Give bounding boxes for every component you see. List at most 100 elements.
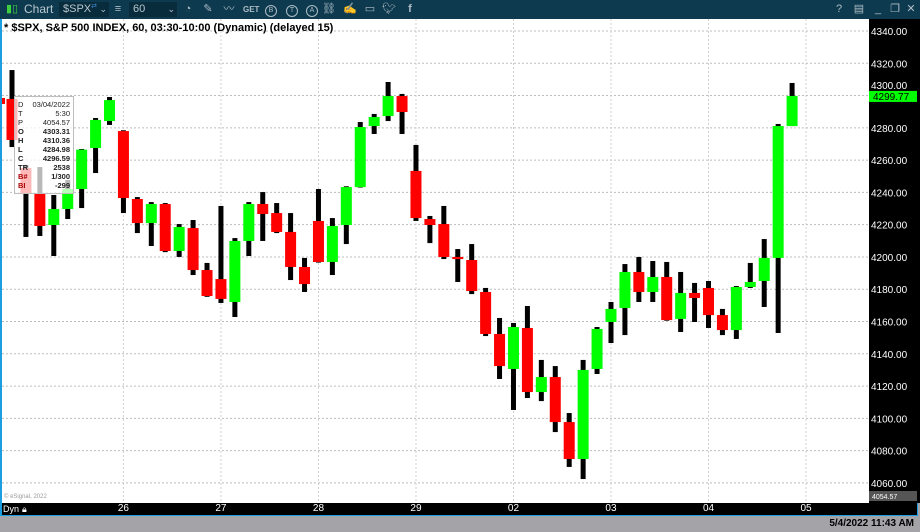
- data-window-row: C 4296.59: [18, 154, 70, 163]
- candle: [758, 239, 770, 307]
- window-icon[interactable]: ▤: [853, 3, 865, 15]
- candle: [396, 93, 408, 134]
- link-chain-icon[interactable]: ⛓: [322, 3, 336, 15]
- candle-body: [312, 220, 324, 262]
- b-circle-icon[interactable]: B: [263, 2, 279, 17]
- price-tick-label: 4180.00: [871, 285, 908, 296]
- get-icon[interactable]: GET: [243, 5, 260, 14]
- interval-value: 60: [133, 3, 146, 15]
- candle: [591, 327, 603, 374]
- candle: [34, 167, 46, 236]
- candle-body: [577, 369, 589, 460]
- time-axis[interactable]: Dyn 🔒︎ 26 27 28 29 02 03 04 05: [2, 503, 917, 515]
- price-tick-label: 4120.00: [871, 382, 908, 393]
- data-window-row: BI -299: [18, 181, 70, 190]
- lock-icon[interactable]: 🔒︎: [22, 504, 27, 514]
- symbol-input[interactable]: $SPX ⇄ ⌄: [59, 2, 109, 17]
- data-window-key: C: [18, 154, 24, 163]
- candle: [549, 366, 561, 433]
- candle: [661, 261, 673, 321]
- candle-body: [521, 327, 533, 393]
- t-label: T: [286, 5, 298, 17]
- candle-wick: [399, 93, 405, 134]
- candle-body: [34, 194, 46, 226]
- last-price-marker: [869, 90, 917, 102]
- data-window: D 03/04/2022 T 5:30 P 4054.57 O 4303.31 H 4310.36…: [14, 96, 74, 194]
- candle-wick: [692, 282, 698, 323]
- candle: [257, 192, 269, 241]
- link-icon[interactable]: ⇄: [91, 3, 97, 10]
- data-window-key: BI: [18, 181, 26, 190]
- clock-icon[interactable]: ◔: [184, 3, 192, 15]
- wave-icon[interactable]: 〰: [223, 3, 235, 15]
- facebook-icon[interactable]: f: [408, 3, 412, 15]
- candle-body: [187, 228, 199, 271]
- price-tick-label: 4060.00: [871, 479, 908, 490]
- candle-body: [661, 276, 673, 321]
- candle: [145, 202, 157, 246]
- close-icon[interactable]: ✕: [906, 3, 916, 15]
- edit-note-icon[interactable]: ✍: [343, 3, 357, 15]
- candle-wick: [148, 202, 154, 246]
- data-window-value: 4054.57: [42, 118, 70, 127]
- candle: [438, 205, 450, 260]
- candle-body: [90, 119, 102, 149]
- candle: [229, 238, 241, 318]
- candle: [605, 301, 617, 343]
- candle: [187, 219, 199, 276]
- candle-body: [410, 170, 422, 219]
- candle-wick: [427, 215, 433, 244]
- candle-body: [466, 260, 478, 292]
- candle: [744, 262, 756, 288]
- candle-body: [619, 271, 631, 308]
- candle: [285, 213, 297, 281]
- candle: [76, 148, 88, 209]
- candle-body: [6, 98, 18, 140]
- data-window-value: 1/300: [51, 172, 70, 181]
- chevron-down-icon[interactable]: ⌄: [167, 4, 175, 14]
- candle-body: [689, 292, 701, 298]
- candle: [6, 70, 18, 148]
- data-window-key: TR: [18, 163, 28, 172]
- menu-icon[interactable]: ≡: [114, 3, 122, 15]
- candle-wick: [455, 249, 461, 282]
- interval-input[interactable]: 60 ⌄: [129, 2, 177, 17]
- candle: [507, 322, 519, 410]
- price-tick-label: 4340.00: [871, 27, 908, 38]
- candle-body: [452, 256, 464, 260]
- twitter-icon[interactable]: 🐦︎: [382, 3, 396, 15]
- candle-body: [382, 96, 394, 117]
- candle-body: [131, 199, 143, 224]
- comment-icon[interactable]: ▭: [364, 3, 376, 15]
- candle-body: [605, 308, 617, 323]
- help-icon[interactable]: ?: [835, 3, 843, 15]
- candle: [772, 123, 784, 333]
- price-tick-label: 4200.00: [871, 253, 908, 264]
- dyn-label: Dyn: [3, 504, 20, 514]
- candle-body: [730, 286, 742, 331]
- candle-body: [396, 96, 408, 113]
- data-window-key: O: [18, 127, 24, 136]
- t-circle-icon[interactable]: T: [284, 2, 300, 17]
- candle-body: [104, 100, 116, 122]
- candle: [675, 271, 687, 333]
- pencil-icon[interactable]: ✎: [203, 3, 213, 15]
- price-tick-label: 4240.00: [871, 188, 908, 199]
- a-circle-icon[interactable]: A: [304, 2, 320, 17]
- data-window-value: 4310.36: [42, 136, 70, 145]
- chevron-down-icon[interactable]: ⌄: [99, 4, 107, 14]
- minimize-icon[interactable]: _: [874, 3, 882, 15]
- status-datetime: 5/4/2022 11:43 AM: [829, 518, 914, 529]
- restore-icon[interactable]: ❐: [890, 3, 900, 15]
- candle-body: [285, 231, 297, 267]
- copyright-text: © eSignal, 2022: [4, 494, 47, 500]
- data-window-key: T: [18, 109, 23, 118]
- candle-body: [145, 204, 157, 224]
- time-tick-label: 02: [507, 503, 520, 514]
- candle-body: [591, 328, 603, 369]
- candle-body: [368, 117, 380, 127]
- candle-body: [159, 204, 171, 251]
- candle: [703, 281, 714, 328]
- data-window-value: 5:30: [55, 109, 70, 118]
